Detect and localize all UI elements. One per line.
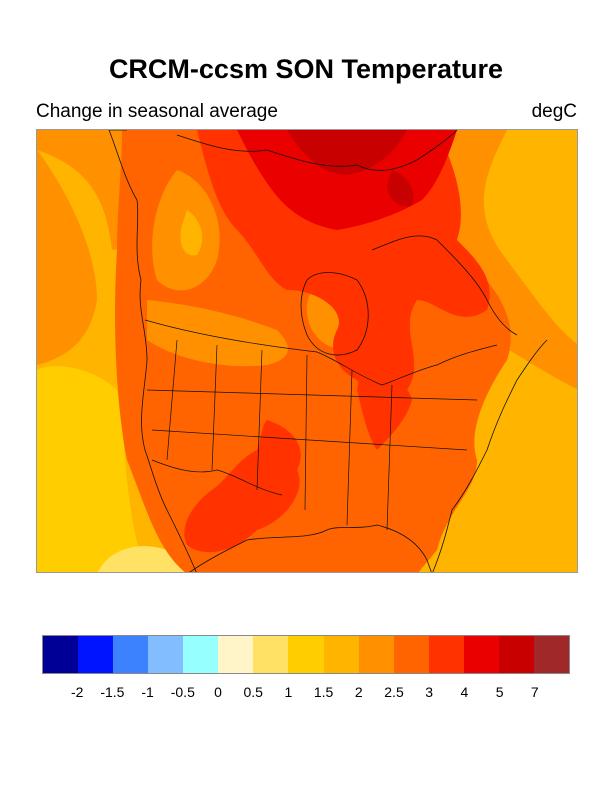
subtitle-left: Change in seasonal average	[36, 101, 278, 122]
colorbar-box	[428, 636, 464, 673]
state-line-7	[146, 389, 478, 401]
state-line-6	[386, 384, 393, 531]
colorbar-tick-label: -1.5	[100, 684, 125, 700]
colorbar-tick-label: 1	[284, 684, 293, 700]
coastlines	[108, 130, 548, 572]
colorbar-box	[113, 636, 149, 673]
field-great-plains-patch	[147, 300, 288, 367]
field-yellow-patch	[180, 210, 203, 256]
coast-arctic	[176, 130, 458, 171]
colorbar-box	[183, 636, 219, 673]
borders	[109, 130, 498, 531]
colorbar-box	[323, 636, 359, 673]
temperature-map	[36, 129, 578, 573]
state-line-4	[304, 354, 308, 511]
field-pacific-orange-2	[37, 150, 97, 365]
colorbar-box	[218, 636, 254, 673]
field-southwest-red	[184, 420, 301, 553]
colorbar-tick-label: 0.5	[243, 684, 263, 700]
chart-title: CRCM-ccsm SON Temperature	[108, 54, 504, 84]
coast-gulf-mexico	[189, 524, 432, 572]
colorbar-tick-label: 3	[425, 684, 434, 700]
units-label: degC	[531, 101, 577, 122]
colorbar	[42, 635, 570, 674]
colorbar-box	[393, 636, 429, 673]
coast-labrador	[371, 235, 518, 336]
colorbar-tick-label: 2.5	[384, 684, 404, 700]
colorbar-tick-label: 2	[354, 684, 363, 700]
colorbar-box	[288, 636, 324, 673]
field-pacific-lightest	[98, 546, 187, 572]
coast-hudson-bay	[300, 272, 369, 356]
colorbar-box	[533, 636, 569, 673]
colorbar-tick-label: 7	[530, 684, 539, 700]
colorbar-tick-label: -2	[70, 684, 84, 700]
field-pacific-light	[37, 366, 147, 572]
state-line-5	[346, 369, 353, 526]
colorbar-ticks: -2 -1.5 -1 -0.5 0 0.5 1 1.5 2 2.5 3 4 5 7	[0, 684, 612, 704]
colorbar-box	[358, 636, 394, 673]
state-line-1	[166, 339, 178, 461]
coast-east	[432, 339, 548, 572]
border-us-mexico	[151, 459, 283, 496]
colorbar-box	[253, 636, 289, 673]
colorbar-box	[148, 636, 184, 673]
colorbar-box	[43, 636, 79, 673]
colorbar-tick-label: -1	[141, 684, 154, 700]
coast-west	[108, 130, 197, 572]
colorbar-tick-label: 0	[214, 684, 222, 700]
field-ohio-red	[357, 365, 412, 450]
map-svg	[37, 130, 577, 572]
border-canada-us	[144, 319, 498, 386]
colorbar-tick-label: 5	[495, 684, 504, 700]
colorbar-box	[498, 636, 534, 673]
colorbar-box	[463, 636, 499, 673]
field-baffin-darkred	[387, 170, 414, 207]
colorbar-tick-label: 1.5	[313, 684, 334, 700]
state-line-2	[211, 344, 218, 471]
state-line-3	[256, 349, 263, 491]
colorbar-box	[78, 636, 114, 673]
state-line-8	[151, 429, 468, 451]
colorbar-tick-label: 4	[460, 684, 469, 700]
colorbar-tick-label: -0.5	[170, 684, 195, 700]
